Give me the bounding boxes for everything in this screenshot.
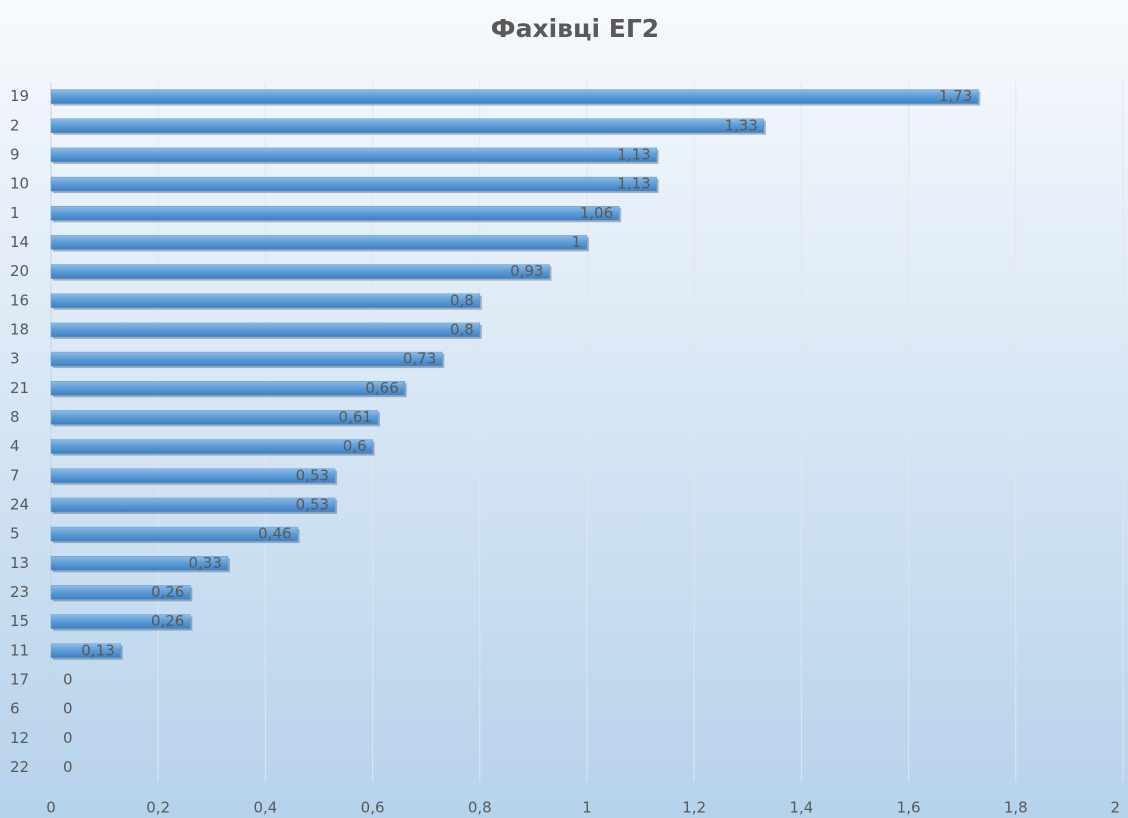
data-label: 0,66	[365, 379, 398, 397]
y-tick-label: 17	[10, 670, 29, 688]
bar	[50, 585, 191, 600]
y-tick-label: 9	[10, 145, 20, 163]
bar	[50, 118, 765, 133]
bar	[50, 176, 657, 192]
bar	[50, 264, 550, 279]
data-label: 0	[63, 758, 73, 776]
data-label: 0,73	[403, 350, 436, 368]
x-tick-label: 1,4	[789, 799, 813, 817]
chart-title: Фахівці ЕГ2	[491, 14, 659, 43]
y-tick-label: 14	[10, 233, 29, 251]
x-tick-label: 0,4	[253, 799, 277, 817]
bar	[50, 468, 336, 483]
bar	[50, 497, 336, 513]
x-tick-label: 1,2	[682, 799, 706, 817]
x-tick-label: 1,8	[1004, 799, 1028, 817]
data-label: 0,8	[450, 320, 474, 338]
y-tick-label: 4	[10, 437, 20, 455]
data-label: 0,61	[339, 408, 372, 426]
bar	[50, 381, 406, 396]
y-tick-label: 20	[10, 262, 29, 280]
data-label: 0,53	[296, 466, 329, 484]
y-tick-label: 6	[10, 700, 20, 718]
bar	[50, 206, 620, 221]
y-tick-label: 1	[10, 204, 20, 222]
data-label: 0,13	[81, 641, 114, 659]
bar	[50, 614, 191, 629]
data-label: 0	[63, 670, 73, 688]
y-tick-label: 18	[10, 320, 29, 338]
data-label: 0,26	[151, 612, 184, 630]
data-label: 0,6	[343, 437, 367, 455]
y-tick-label: 15	[10, 612, 29, 630]
bar	[50, 89, 979, 104]
data-label: 0,46	[258, 525, 291, 543]
data-label: 1,73	[939, 87, 972, 105]
bar	[50, 526, 298, 542]
y-tick-label: 12	[10, 729, 29, 747]
x-tick-label: 0,6	[361, 799, 385, 817]
data-label: 1	[571, 233, 581, 251]
y-tick-label: 13	[10, 554, 29, 572]
y-tick-label: 24	[10, 495, 29, 513]
x-tick-label: 1	[582, 799, 592, 817]
x-tick-label: 0	[46, 799, 56, 817]
data-label: 1,33	[724, 116, 757, 134]
bar	[50, 322, 481, 338]
bar	[50, 235, 588, 250]
y-tick-label: 8	[10, 408, 20, 426]
y-tick-label: 2	[10, 116, 20, 134]
y-tick-label: 5	[10, 525, 20, 543]
bar	[50, 556, 229, 571]
bar	[50, 439, 373, 454]
bar	[50, 643, 121, 658]
y-tick-label: 22	[10, 758, 29, 776]
data-label: 1,13	[617, 175, 650, 193]
y-tick-label: 23	[10, 583, 29, 601]
bar	[50, 293, 481, 308]
y-tick-label: 16	[10, 291, 29, 309]
x-tick-label: 1,6	[897, 799, 921, 817]
bar	[50, 410, 379, 425]
y-tick-label: 7	[10, 466, 20, 484]
data-label: 1,13	[617, 145, 650, 163]
data-label: 0,26	[151, 583, 184, 601]
data-label: 0	[63, 729, 73, 747]
y-tick-label: 11	[10, 641, 29, 659]
x-tick-label: 2	[1110, 799, 1120, 817]
x-tick-label: 0,2	[146, 799, 170, 817]
data-label: 0,8	[450, 291, 474, 309]
data-label: 1,06	[580, 204, 613, 222]
data-label: 0,53	[296, 495, 329, 513]
data-label: 0,33	[188, 554, 221, 572]
y-tick-label: 21	[10, 379, 29, 397]
y-tick-label: 3	[10, 350, 20, 368]
bar	[50, 147, 657, 163]
y-tick-label: 19	[10, 87, 29, 105]
x-tick-label: 0,8	[468, 799, 492, 817]
data-label: 0,93	[510, 262, 543, 280]
bar	[50, 351, 443, 367]
y-tick-label: 10	[10, 175, 29, 193]
data-label: 0	[63, 700, 73, 718]
